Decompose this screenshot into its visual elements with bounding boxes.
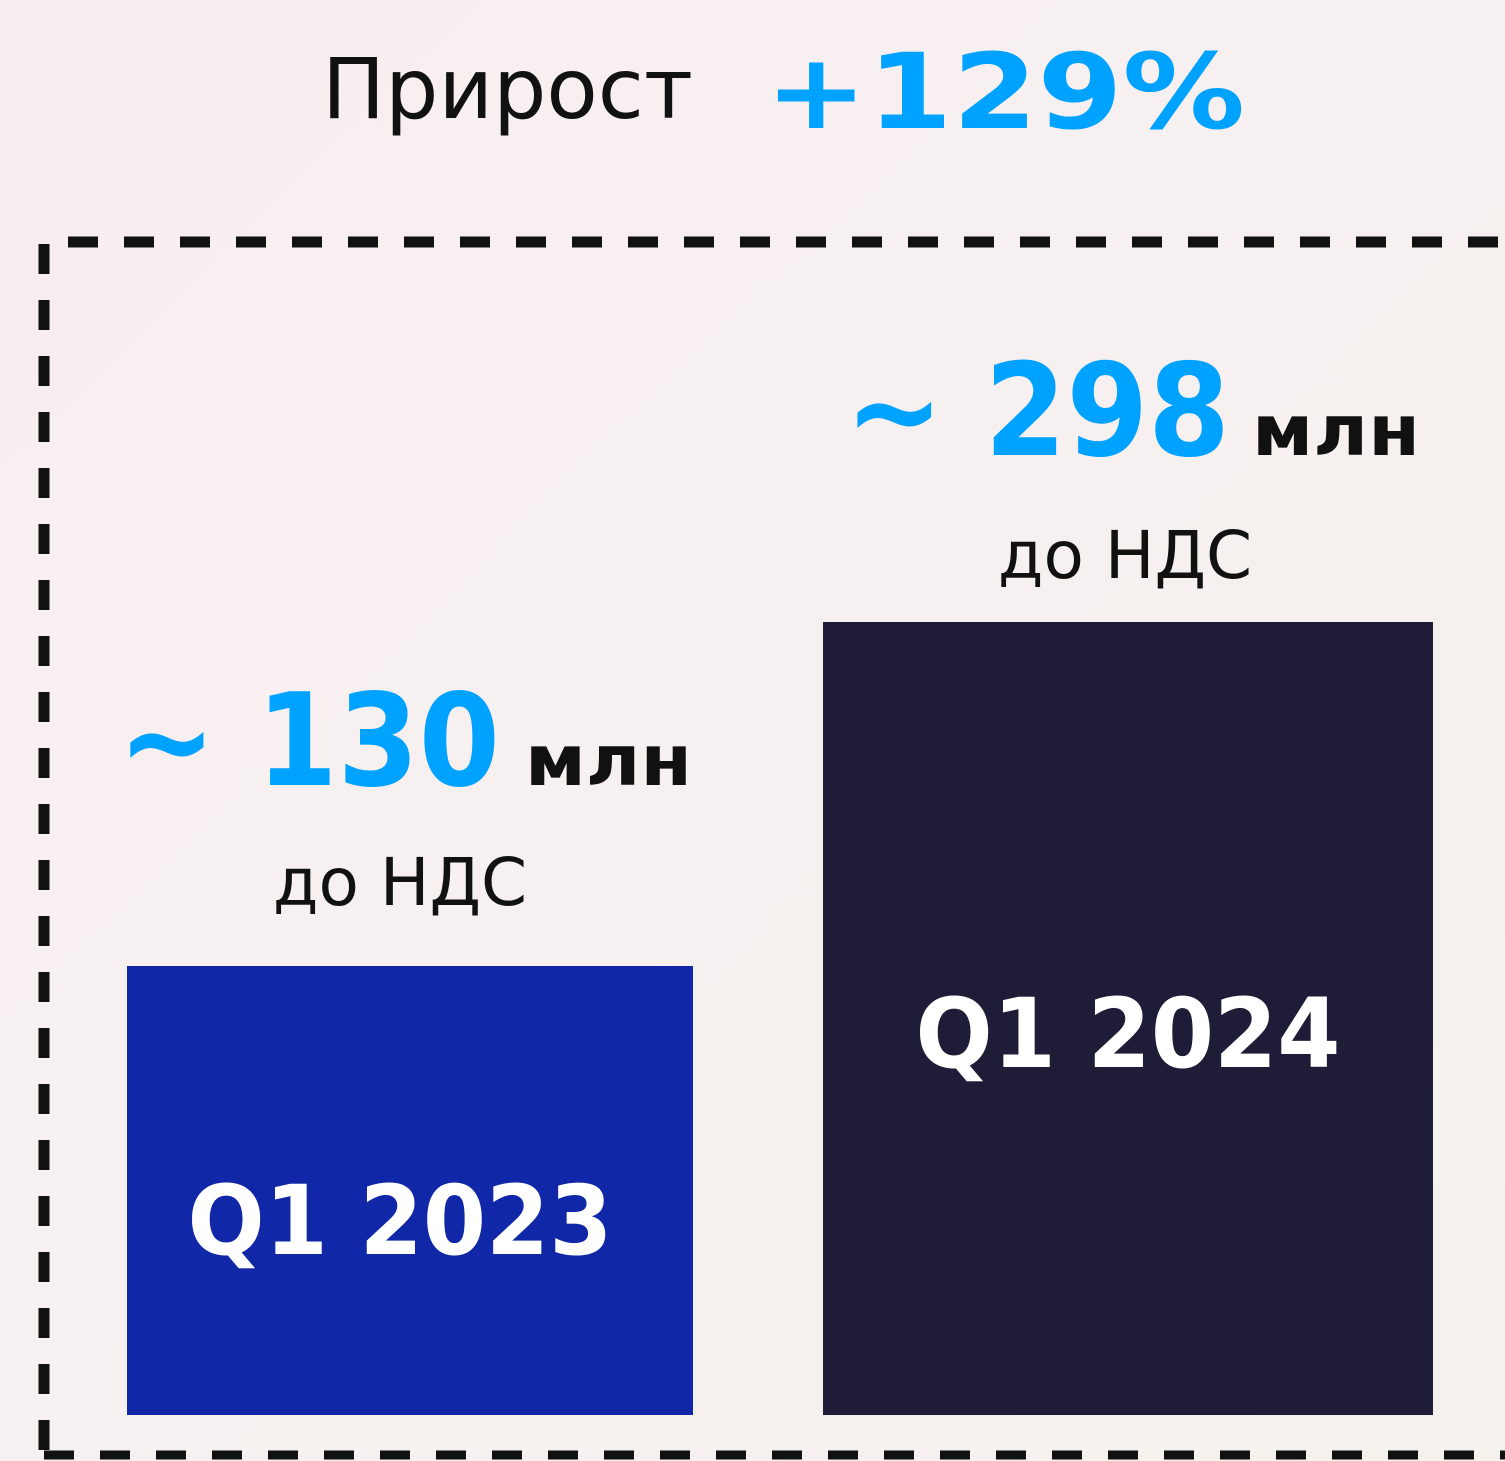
growth: +129% <box>765 31 1245 153</box>
unit: млн <box>1252 390 1420 472</box>
note: до НДС <box>273 844 527 921</box>
bar <box>127 966 693 1415</box>
bar-label: Q1 2023 <box>188 1165 613 1277</box>
bar-label: Q1 2024 <box>916 978 1341 1090</box>
title: Прирост <box>322 40 693 138</box>
note: до НДС <box>998 517 1252 594</box>
value: ~ 130 <box>118 667 500 816</box>
dashed-frame <box>38 236 1505 1450</box>
bar <box>823 622 1433 1415</box>
value: ~ 298 <box>845 337 1230 486</box>
unit: млн <box>525 720 692 802</box>
